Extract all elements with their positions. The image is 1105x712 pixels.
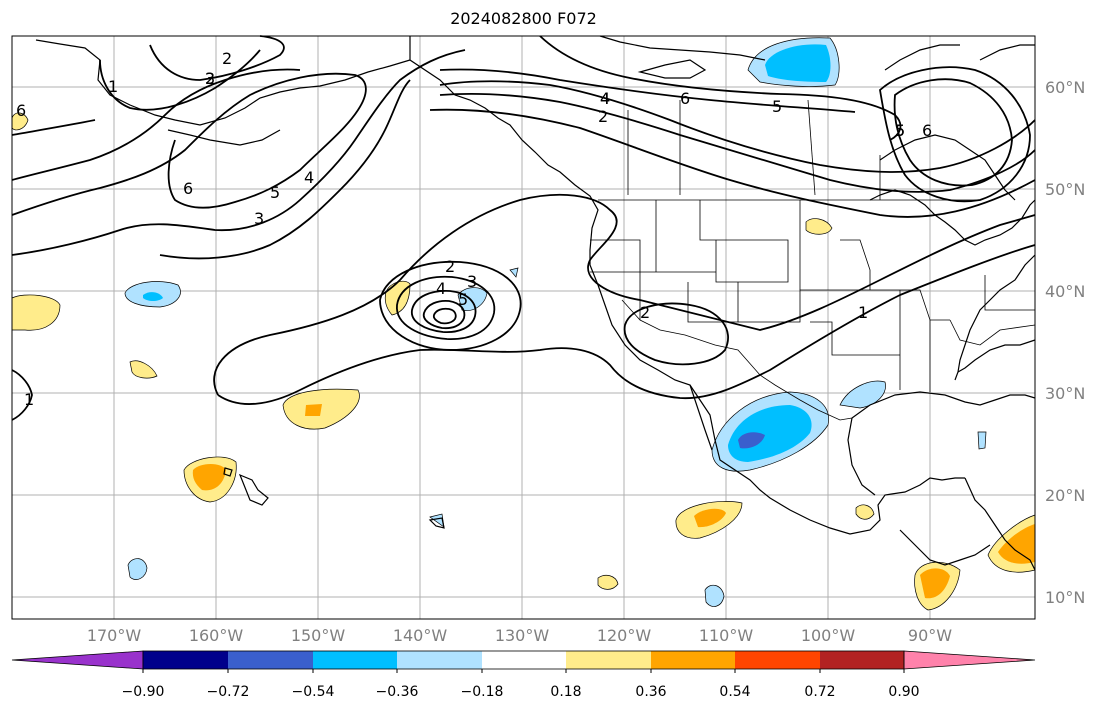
lon-label: 120°W: [596, 626, 652, 645]
colorbar-tick-label: −0.36: [375, 684, 419, 700]
anomaly-shading: [11, 37, 1036, 611]
contour-label: 1: [108, 77, 118, 96]
colorbar-bin: [735, 651, 820, 669]
coastlines: [35, 35, 1036, 571]
contour-label: 5: [270, 183, 280, 202]
colorbar-bin: [397, 651, 482, 669]
lon-label: 130°W: [494, 626, 550, 645]
colorbar-tick-label: 0.54: [719, 684, 751, 700]
colorbar-tick-label: 0.36: [635, 684, 667, 700]
contour-label: 2: [640, 303, 650, 322]
lon-label: 150°W: [290, 626, 346, 645]
map-frame: [11, 35, 1036, 620]
contour-label: 3: [467, 272, 477, 291]
contour-label: 4: [600, 89, 610, 108]
contour-label: 2: [445, 257, 455, 276]
pos-anomaly-pacific-central: [282, 388, 360, 430]
lon-label: 110°W: [698, 626, 754, 645]
lat-label: 20°N: [1045, 486, 1086, 505]
contour-label: 2: [222, 49, 232, 68]
lon-label: 100°W: [800, 626, 856, 645]
colorbar: [11, 650, 1036, 673]
colorbar-tick-label: 0.18: [550, 684, 582, 700]
contour-labels: 2 3 4 5 6 1 2 3 4 5 6 2 3 4 5 2 4 6 5 2 …: [16, 49, 932, 409]
lat-label: 40°N: [1045, 282, 1086, 301]
lon-label: 160°W: [188, 626, 244, 645]
colorbar-tick-label: −0.72: [206, 684, 250, 700]
colorbar-bin: [482, 651, 566, 669]
colorbar-bin: [143, 651, 228, 669]
lon-label: 90°W: [907, 626, 953, 645]
graticule: [12, 36, 1035, 619]
contour-label: 2: [205, 69, 215, 88]
contour-label: 6: [183, 179, 193, 198]
colorbar-bin: [651, 651, 735, 669]
contour-label: 4: [600, 89, 610, 108]
lat-label: 30°N: [1045, 384, 1086, 403]
colorbar-bin: [313, 651, 397, 669]
lat-label: 10°N: [1045, 588, 1086, 607]
contour-label: 5: [772, 97, 782, 116]
contour-label: 2: [598, 107, 608, 126]
contour-label: 6: [922, 121, 932, 140]
colorbar-tick-label: −0.18: [460, 684, 504, 700]
contour-label: 1: [24, 390, 34, 409]
contour-lines: [11, 35, 1036, 421]
colorbar-tick-label: 0.90: [888, 684, 920, 700]
contour-label: 3: [205, 69, 215, 88]
lon-label: 170°W: [86, 626, 142, 645]
neg-anomaly-texas: [839, 380, 886, 409]
colorbar-bin: [566, 651, 651, 669]
contour-label: 3: [254, 209, 264, 228]
map-title: 2024082800 F072: [450, 9, 597, 28]
colorbar-bin: [820, 651, 904, 669]
contour-label: 4: [436, 279, 446, 298]
colorbar-tick-label: 0.72: [804, 684, 836, 700]
contour-label: 6: [16, 101, 26, 120]
lat-label: 50°N: [1045, 180, 1086, 199]
colorbar-tick-label: −0.54: [291, 684, 335, 700]
contour-label: 4: [304, 168, 314, 187]
lon-label: 140°W: [392, 626, 448, 645]
lat-label: 60°N: [1045, 78, 1086, 97]
political-borders: [590, 99, 1036, 421]
contour-label: 5: [895, 121, 905, 140]
contour-label: 5: [458, 290, 468, 309]
contour-label: 6: [680, 89, 690, 108]
contour-label: 1: [858, 303, 868, 322]
contour-label: 5: [895, 121, 905, 140]
colorbar-extend-high: [903, 650, 1036, 670]
colorbar-extend-low: [11, 650, 144, 670]
colorbar-tick-label: −0.90: [121, 684, 165, 700]
colorbar-bin: [228, 651, 313, 669]
